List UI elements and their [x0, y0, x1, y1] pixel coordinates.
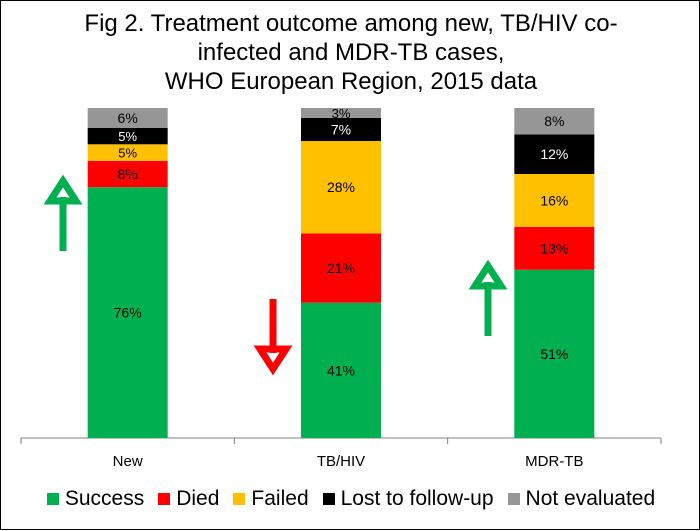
- legend-swatch-not-evaluated: [507, 493, 520, 505]
- bar-not-evaluated-tb-hiv: [301, 108, 381, 118]
- chart-title-line-2: infected and MDR-TB cases,: [197, 39, 505, 66]
- bar-not-evaluated-new: [87, 108, 168, 128]
- data-label: 51%: [540, 346, 568, 362]
- data-label: 21%: [327, 260, 355, 276]
- data-label: 76%: [114, 305, 142, 321]
- legend-label-success: Success: [64, 487, 145, 510]
- x-tick-label-mdr-tb: MDR-TB: [525, 453, 583, 470]
- chart-legend: Success Died Failed Lost to follow-up No…: [1, 485, 700, 513]
- bar-lost-to-follow-up-tb-hiv: [301, 117, 381, 141]
- x-tick-label-new: New: [113, 453, 143, 470]
- chart-title: Fig 2. Treatment outcome among new, TB/H…: [61, 9, 641, 96]
- bar-failed-tb-hiv: [301, 141, 381, 234]
- bar-success-new: [87, 187, 168, 438]
- bar-died-mdr-tb: [514, 226, 595, 270]
- bar-died-tb-hiv: [301, 233, 381, 303]
- legend-item-success: Success: [46, 487, 145, 511]
- legend-item-failed: Failed: [233, 487, 309, 511]
- data-label: 5%: [118, 146, 137, 161]
- data-label: 7%: [331, 121, 351, 137]
- x-tick-label-tb-hiv: TB/HIV: [317, 453, 365, 470]
- legend-item-not-evaluated: Not evaluated: [507, 487, 656, 511]
- data-label: 28%: [327, 179, 355, 195]
- legend-label-not-evaluated: Not evaluated: [525, 487, 656, 510]
- bar-lost-to-follow-up-new: [87, 127, 168, 145]
- bar-success-tb-hiv: [301, 302, 381, 438]
- legend-label-failed: Failed: [251, 487, 309, 510]
- legend-swatch-failed: [233, 493, 246, 505]
- legend-label-lost-to-follow-up: Lost to follow-up: [340, 487, 494, 510]
- arrow-down-icon-head: [253, 345, 293, 376]
- chart-title-line-3: WHO European Region, 2015 data: [164, 68, 538, 95]
- legend-item-lost-to-follow-up: Lost to follow-up: [322, 487, 494, 511]
- data-label: 13%: [540, 240, 568, 256]
- legend-swatch-lost-to-follow-up: [322, 493, 335, 505]
- data-label: 12%: [540, 146, 568, 162]
- legend-label-died: Died: [176, 487, 220, 510]
- bar-not-evaluated-mdr-tb: [514, 108, 595, 135]
- data-label: 41%: [327, 362, 355, 378]
- data-label: 6%: [118, 110, 138, 126]
- chart-title-line-1: Fig 2. Treatment outcome among new, TB/H…: [84, 10, 618, 37]
- bar-lost-to-follow-up-mdr-tb: [514, 134, 595, 174]
- data-label: 16%: [540, 192, 568, 208]
- bar-success-mdr-tb: [514, 269, 595, 438]
- data-label: 5%: [118, 129, 137, 144]
- legend-item-died: Died: [158, 487, 219, 511]
- data-label: 8%: [544, 113, 564, 129]
- bar-failed-mdr-tb: [514, 174, 595, 227]
- data-label: 3%: [332, 106, 351, 121]
- bar-died-new: [87, 160, 168, 188]
- bar-failed-new: [87, 144, 168, 161]
- data-label: 8%: [118, 166, 138, 182]
- legend-swatch-success: [46, 493, 59, 505]
- arrow-up-icon-head: [468, 259, 508, 290]
- arrow-up-icon-head: [43, 174, 83, 205]
- legend-swatch-died: [158, 493, 171, 505]
